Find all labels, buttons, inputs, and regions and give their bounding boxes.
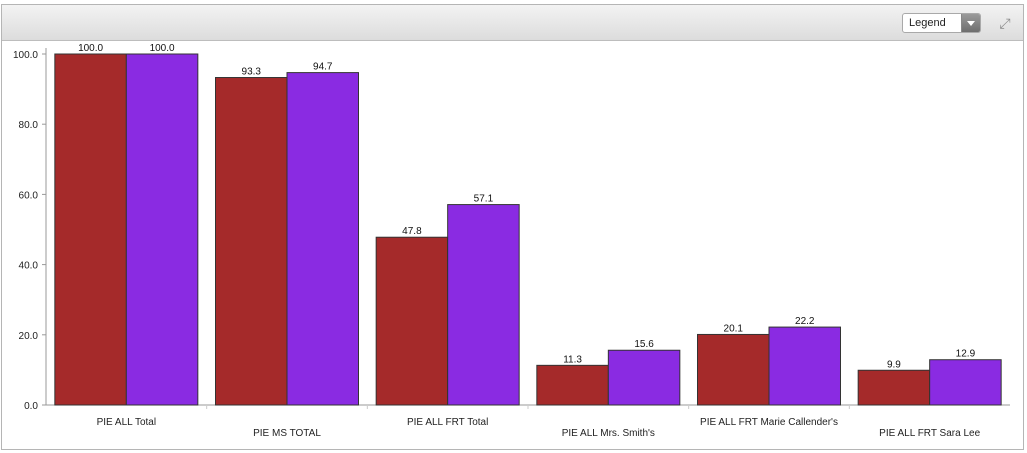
bar	[929, 359, 1002, 406]
data-label: 11.3	[563, 354, 582, 365]
x-tick-label: PIE ALL FRT Sara Lee	[879, 428, 980, 439]
data-label: 12.9	[956, 349, 976, 360]
bar	[768, 326, 841, 406]
data-label: 9.9	[887, 359, 901, 370]
bar	[125, 53, 199, 406]
data-label: 20.1	[724, 323, 744, 334]
x-tick-label: PIE ALL Mrs. Smith's	[562, 428, 655, 439]
y-tick-label: 100.0	[13, 50, 38, 61]
data-label: 94.7	[313, 62, 333, 73]
expand-icon[interactable]: ⤢	[999, 15, 1011, 31]
bar	[215, 77, 288, 406]
x-tick-label: PIE ALL FRT Marie Callender's	[700, 417, 838, 428]
data-label: 15.6	[634, 339, 654, 350]
data-label: 100.0	[78, 43, 103, 54]
y-tick-label: 40.0	[19, 261, 39, 272]
data-label: 57.1	[474, 194, 494, 205]
x-tick-label: PIE ALL Total	[97, 417, 157, 428]
bar	[857, 369, 931, 406]
data-label: 93.3	[242, 67, 262, 78]
bar	[536, 364, 609, 406]
data-label: 22.2	[795, 316, 815, 327]
y-tick-label: 60.0	[19, 190, 39, 201]
data-label: 100.0	[150, 43, 175, 54]
x-tick-label: PIE ALL FRT Total	[407, 417, 488, 428]
data-label: 47.8	[402, 226, 422, 237]
legend-dropdown-label: Legend	[909, 17, 946, 29]
y-tick-label: 20.0	[19, 331, 39, 342]
legend-dropdown[interactable]: Legend	[902, 13, 981, 33]
bar	[375, 236, 449, 406]
y-tick-label: 80.0	[19, 120, 39, 131]
bar	[607, 349, 681, 406]
chevron-down-icon[interactable]	[961, 14, 980, 32]
bar	[447, 204, 520, 406]
chart-toolbar: Legend ⤢	[2, 5, 1023, 41]
x-tick-label: PIE MS TOTAL	[253, 428, 321, 439]
bar	[54, 53, 127, 406]
bar	[697, 333, 770, 406]
y-tick-label: 0.0	[24, 401, 38, 412]
bar	[286, 72, 359, 406]
